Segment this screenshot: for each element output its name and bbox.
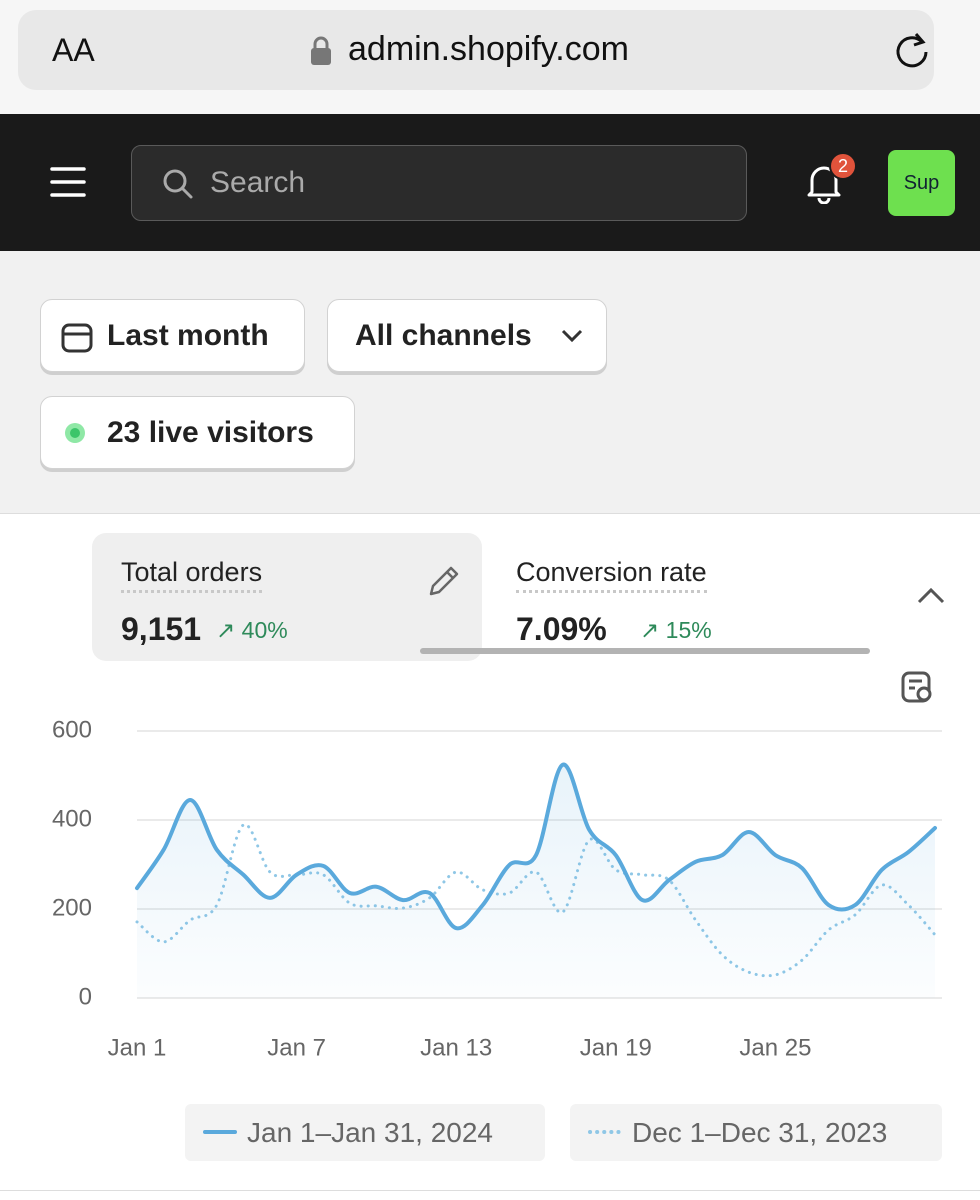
metric-tab[interactable]: Total orders 9,151 ↗ 40% (92, 533, 482, 661)
calendar-icon (61, 323, 93, 353)
bell-icon[interactable] (804, 162, 844, 204)
metric-change: ↗ 40% (216, 617, 288, 643)
legend-swatch (588, 1130, 622, 1134)
area (137, 764, 935, 998)
live-visitors-label: 23 live visitors (107, 415, 314, 449)
browser-bar: AA admin.shopify.com (0, 0, 980, 114)
address-pill[interactable]: AA admin.shopify.com (18, 10, 934, 90)
metric-change: ↗ 15% (640, 617, 712, 643)
explore-icon[interactable] (900, 670, 936, 706)
scrollbar (420, 648, 870, 654)
edit-icon[interactable] (426, 563, 462, 599)
reload-icon[interactable] (892, 30, 932, 70)
legend-label: Jan 1–Jan 31, 2024 (247, 1117, 493, 1148)
metric-value: 7.09% (516, 611, 607, 647)
filter-area: Last month All channels 23 live visitors (0, 251, 980, 513)
search-icon (163, 169, 193, 199)
y-tick-label: 0 (79, 983, 92, 1010)
metric-change-value: 40% (241, 617, 288, 643)
menu-icon[interactable] (50, 166, 86, 198)
x-tick-label: Jan 1 (108, 1034, 167, 1061)
y-tick-label: 600 (52, 716, 92, 743)
legend-item[interactable]: Dec 1–Dec 31, 2023 (570, 1104, 942, 1161)
search-placeholder: Search (210, 166, 306, 199)
live-dot (70, 428, 80, 438)
metric-value: 9,151 (121, 611, 202, 647)
chart: 0 200 400 600 Jan 1 Jan 7 Jan 13 Jan 19 Jan 25 (52, 716, 942, 1061)
x-tick-label: Jan 13 (420, 1034, 492, 1061)
metric-change-value: 15% (665, 617, 712, 643)
url[interactable]: admin.shopify.com (348, 30, 629, 68)
search-box[interactable]: Search (131, 145, 747, 221)
legend-swatch (203, 1130, 237, 1134)
legend-item[interactable]: Jan 1–Jan 31, 2024 (185, 1104, 545, 1161)
metric-label: Total orders (121, 557, 263, 593)
date-filter-label: Last month (107, 318, 269, 352)
line (135, 762, 937, 931)
metric-label: Conversion rate (516, 557, 707, 593)
notification-badge: 2 (829, 152, 857, 180)
lock-icon (311, 36, 331, 65)
live-visitors[interactable]: 23 live visitors (40, 396, 355, 469)
x-tick-label: Jan 7 (267, 1034, 326, 1061)
channel-filter-label: All channels (355, 318, 532, 352)
text-size[interactable]: AA (52, 32, 95, 68)
legend-label: Dec 1–Dec 31, 2023 (632, 1117, 888, 1148)
chevron-down (561, 329, 583, 343)
y-tick-label: 400 (52, 805, 92, 832)
collapse-icon[interactable] (916, 586, 946, 606)
date-filter[interactable]: Last month (40, 299, 305, 372)
channel-filter[interactable]: All channels (327, 299, 607, 372)
avatar[interactable]: Sup (888, 150, 955, 216)
top-bar: Search 2 Sup (0, 114, 980, 251)
x-tick-label: Jan 25 (739, 1034, 811, 1061)
metric-tab[interactable]: Conversion rate 7.09% ↗ 15% (516, 533, 876, 661)
y-tick-label: 200 (52, 894, 92, 921)
x-tick-label: Jan 19 (580, 1034, 652, 1061)
